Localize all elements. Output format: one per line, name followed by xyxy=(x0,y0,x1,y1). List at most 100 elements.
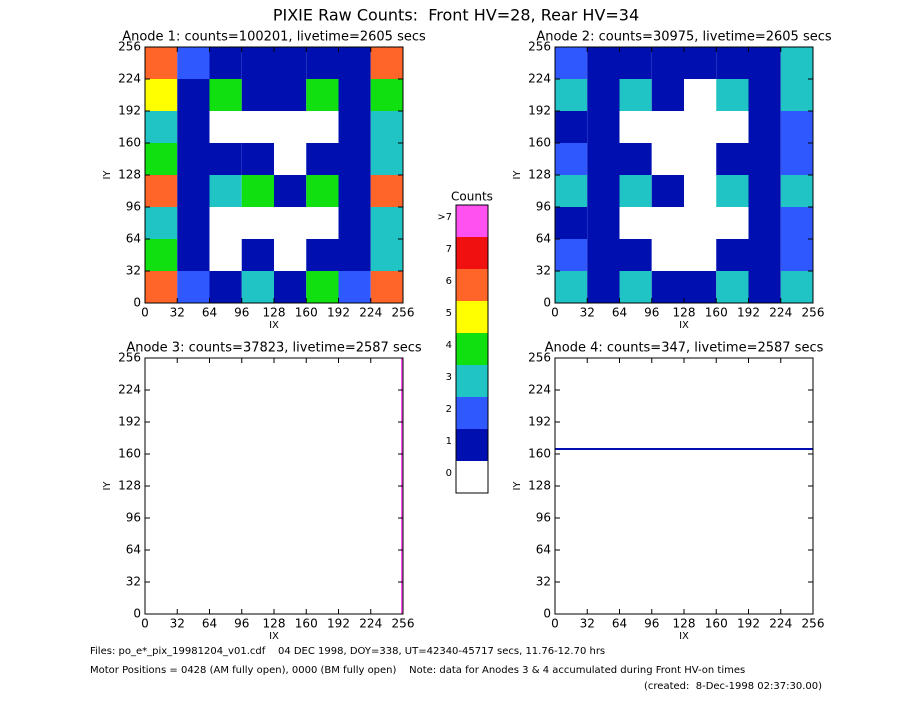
heat-cell xyxy=(209,239,242,271)
colorbar-label: 1 xyxy=(446,436,452,447)
y-tick-label: 128 xyxy=(528,479,551,493)
y-tick-label: 256 xyxy=(118,40,141,54)
x-axis-label: IX xyxy=(269,320,279,331)
heat-cell xyxy=(338,271,371,303)
y-tick-label: 160 xyxy=(118,136,141,150)
heat-cell xyxy=(684,79,717,111)
y-tick-label: 96 xyxy=(126,200,141,214)
colorbar-box xyxy=(456,397,488,429)
x-tick-label: 160 xyxy=(295,617,318,631)
panel-title: Anode 1: counts=100201, livetime=2605 se… xyxy=(122,30,426,45)
y-tick-label: 224 xyxy=(118,72,141,86)
heat-cell xyxy=(619,271,652,303)
x-tick-label: 64 xyxy=(202,306,217,320)
heat-cell xyxy=(306,175,339,207)
y-tick-label: 256 xyxy=(528,351,551,365)
y-tick-label: 0 xyxy=(133,607,141,621)
y-tick-label: 64 xyxy=(126,543,141,557)
y-tick-label: 32 xyxy=(536,575,551,589)
heat-cell xyxy=(716,239,749,271)
heat-cell xyxy=(209,207,242,239)
colorbar-label: 7 xyxy=(446,244,452,255)
x-tick-label: 64 xyxy=(612,306,627,320)
heat-cell xyxy=(177,143,210,175)
heat-cell xyxy=(338,207,371,239)
x-tick-label: 96 xyxy=(644,306,659,320)
y-axis-label: IY xyxy=(102,481,113,491)
colorbar-label: 2 xyxy=(446,404,452,415)
heat-cell xyxy=(684,271,717,303)
x-tick-label: 128 xyxy=(673,306,696,320)
y-tick-label: 192 xyxy=(528,104,551,118)
heat-cell xyxy=(651,175,684,207)
x-tick-label: 160 xyxy=(295,306,318,320)
heat-cell xyxy=(780,271,813,303)
heat-cell xyxy=(780,175,813,207)
x-tick-label: 0 xyxy=(551,617,559,631)
heat-cell xyxy=(780,111,813,143)
y-axis-label: IY xyxy=(512,170,523,180)
y-tick-label: 32 xyxy=(126,264,141,278)
x-tick-label: 192 xyxy=(737,306,760,320)
x-tick-label: 224 xyxy=(769,306,792,320)
colorbar-box xyxy=(456,205,488,237)
heat-cell xyxy=(619,111,652,143)
x-tick-label: 128 xyxy=(673,617,696,631)
x-axis-label: IX xyxy=(679,320,689,331)
heat-cell xyxy=(555,111,588,143)
heat-cell xyxy=(651,79,684,111)
heat-cell xyxy=(684,207,717,239)
heat-cell xyxy=(306,271,339,303)
heat-cell xyxy=(748,271,781,303)
heat-cell xyxy=(370,239,403,271)
heat-cell xyxy=(780,239,813,271)
heat-cell xyxy=(209,175,242,207)
colorbar-label: 4 xyxy=(446,340,452,351)
heat-cell xyxy=(274,271,307,303)
heat-cell xyxy=(748,47,781,79)
heat-cell xyxy=(748,143,781,175)
heat-cell xyxy=(651,207,684,239)
x-tick-label: 32 xyxy=(170,306,185,320)
heat-cell xyxy=(684,175,717,207)
x-tick-label: 0 xyxy=(141,617,149,631)
heat-cell xyxy=(338,111,371,143)
y-tick-label: 0 xyxy=(133,296,141,310)
x-tick-label: 0 xyxy=(551,306,559,320)
colorbar-box xyxy=(456,269,488,301)
heat-cell xyxy=(716,271,749,303)
heat-cell xyxy=(780,79,813,111)
heat-cell xyxy=(780,207,813,239)
heat-cell xyxy=(177,239,210,271)
heat-cell xyxy=(587,175,620,207)
x-tick-label: 256 xyxy=(802,617,825,631)
y-tick-label: 32 xyxy=(126,575,141,589)
heat-cell xyxy=(780,143,813,175)
heat-cell xyxy=(651,111,684,143)
x-tick-label: 96 xyxy=(234,306,249,320)
y-tick-label: 192 xyxy=(118,415,141,429)
y-tick-label: 64 xyxy=(536,232,551,246)
heat-cell xyxy=(370,79,403,111)
x-tick-label: 0 xyxy=(141,306,149,320)
heat-cell xyxy=(651,143,684,175)
heat-cell xyxy=(274,111,307,143)
plot-frame xyxy=(144,357,404,615)
heat-cell xyxy=(370,111,403,143)
heat-cell xyxy=(748,239,781,271)
y-tick-label: 0 xyxy=(543,296,551,310)
x-tick-label: 64 xyxy=(202,617,217,631)
heat-cell xyxy=(716,175,749,207)
colorbar-label: 5 xyxy=(446,308,452,319)
heat-cell xyxy=(370,207,403,239)
colorbar-box xyxy=(456,365,488,397)
heat-cell xyxy=(145,271,178,303)
heat-cell xyxy=(209,271,242,303)
x-tick-label: 64 xyxy=(612,617,627,631)
heat-cell xyxy=(619,239,652,271)
colorbar-frame xyxy=(455,204,489,494)
heat-cell xyxy=(716,111,749,143)
x-tick-label: 256 xyxy=(392,306,415,320)
heat-cell xyxy=(748,175,781,207)
heat-cell xyxy=(619,175,652,207)
